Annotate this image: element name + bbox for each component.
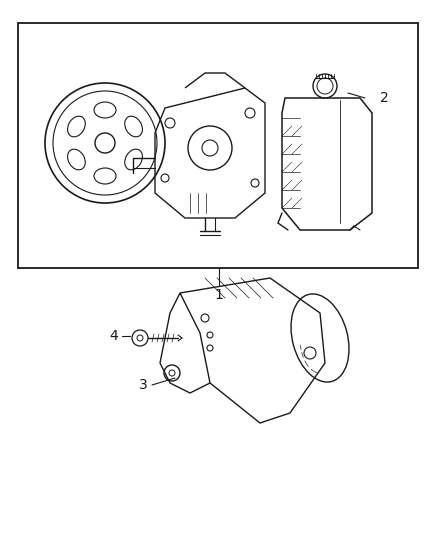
Text: 2: 2: [380, 91, 389, 105]
Text: 3: 3: [139, 378, 148, 392]
Bar: [18, 23, 418, 268]
Text: 1: 1: [215, 288, 223, 302]
Text: 4: 4: [109, 329, 118, 343]
